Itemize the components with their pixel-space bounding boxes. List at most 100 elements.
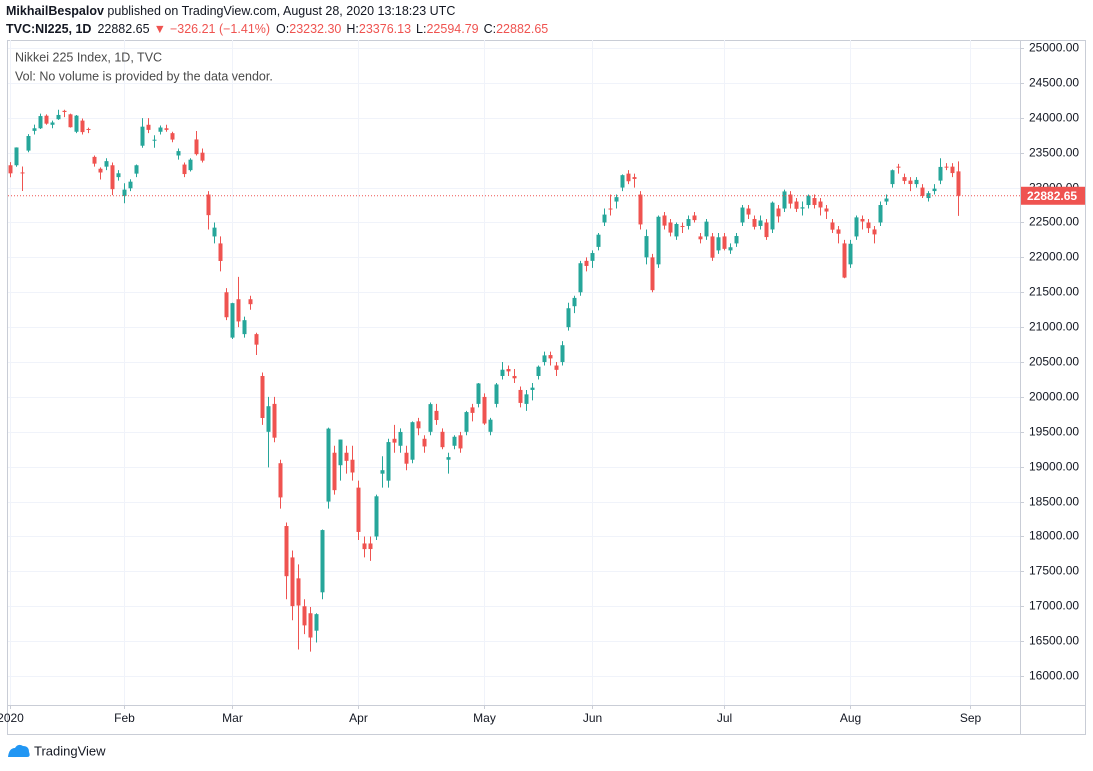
candle-body (764, 222, 769, 238)
candle-body (56, 114, 61, 120)
candle-body (80, 120, 85, 133)
candle-body (800, 207, 805, 209)
candle-body (542, 355, 547, 363)
x-tick-label: Aug (840, 711, 861, 725)
candle-body (674, 224, 679, 237)
ohlc-label: L: (416, 22, 426, 36)
candle-body (878, 205, 883, 223)
candle-body (368, 543, 373, 550)
candle-body (422, 438, 427, 447)
candle-body (224, 292, 229, 318)
ohlc-value: 23376.13 (359, 22, 411, 36)
y-tick-label: 18000.00 (1029, 529, 1079, 543)
y-tick-label: 25000.00 (1029, 41, 1079, 55)
grid (8, 40, 1020, 705)
candle-body (104, 161, 109, 167)
candle-body (434, 410, 439, 421)
candle-body (506, 369, 511, 372)
candle-body (26, 136, 31, 151)
symbol-line: TVC:NI225, 1D 22882.65 ▼ −326.21 (−1.41%) O:… (6, 22, 548, 36)
candle-body (494, 384, 499, 404)
candle-body (266, 406, 271, 432)
candle-body (596, 234, 601, 247)
ohlc-value: 23232.30 (289, 22, 341, 36)
published: published on TradingView.com, August 28,… (104, 4, 455, 18)
candle-body (200, 152, 205, 161)
candle-body (164, 128, 169, 130)
candle-body (836, 229, 841, 234)
candle-body (314, 614, 319, 631)
candle-body (884, 198, 889, 202)
candle-body (950, 166, 955, 174)
candle-body (296, 578, 301, 606)
x-tick-label: Apr (349, 711, 368, 725)
candle-body (626, 173, 631, 182)
candle-body (758, 220, 763, 226)
candle-body (302, 606, 307, 626)
candle-body (212, 227, 217, 237)
candle-body (32, 128, 37, 131)
candle-body (578, 263, 583, 293)
candle-body (158, 127, 163, 132)
author: MikhailBespalov (6, 4, 104, 18)
candle-body (464, 412, 469, 432)
candle-body (668, 222, 673, 233)
candle-body (548, 355, 553, 359)
candle-body (182, 164, 187, 175)
x-tick-label: Jun (583, 711, 602, 725)
candle-body (458, 435, 463, 449)
candle-body (350, 459, 355, 473)
candle-body (308, 613, 313, 638)
candle-body (662, 215, 667, 226)
y-tick-label: 21500.00 (1029, 285, 1079, 299)
axes: 16000.00 16500.00 17000.00 17500.00 18000.00… (0, 41, 1085, 725)
candle-body (188, 159, 193, 171)
ohlc-label: C: (484, 22, 497, 36)
candle-body (698, 236, 703, 240)
x-tick-label: Feb (114, 711, 135, 725)
footer-logo: TradingView (8, 743, 106, 758)
candle-body (290, 557, 295, 607)
candle-body (326, 428, 331, 502)
candle-body (170, 133, 175, 140)
candle-body (38, 116, 43, 129)
candle-body (512, 375, 517, 379)
candle-body (14, 147, 19, 166)
candle-body (770, 202, 775, 230)
candle-body (656, 216, 661, 265)
candle-body (572, 297, 577, 307)
price-label-box (1021, 186, 1085, 205)
candle-body (284, 526, 289, 577)
y-tick-label: 24000.00 (1029, 111, 1079, 125)
ohlc-value: 22594.79 (426, 22, 478, 36)
candle-body (470, 407, 475, 413)
y-tick-label: 19000.00 (1029, 460, 1079, 474)
candle-body (704, 221, 709, 237)
y-tick-label: 24500.00 (1029, 76, 1079, 90)
candle-body (140, 126, 145, 146)
candle-body (272, 403, 277, 438)
candle-body (584, 260, 589, 266)
y-tick-label: 22500.00 (1029, 215, 1079, 229)
candle-body (194, 139, 199, 155)
ohlc-label: H: (346, 22, 359, 36)
candle-body (782, 191, 787, 209)
ohlc-value: 22882.65 (496, 22, 548, 36)
x-tick-label: May (473, 711, 496, 725)
candle-body (536, 366, 541, 376)
candle-body (632, 177, 637, 179)
x-tick-label: Mar (222, 711, 243, 725)
candle-body (344, 452, 349, 461)
candle-body (734, 236, 739, 244)
candle-body (560, 345, 565, 363)
candle-body (8, 165, 13, 174)
last-price: 22882.65 (97, 22, 149, 36)
candle-body (362, 543, 367, 550)
y-tick-label: 22000.00 (1029, 250, 1079, 264)
candle-body (386, 442, 391, 481)
candle-body (428, 404, 433, 432)
candle-body (644, 236, 649, 258)
candle-body (638, 194, 643, 225)
